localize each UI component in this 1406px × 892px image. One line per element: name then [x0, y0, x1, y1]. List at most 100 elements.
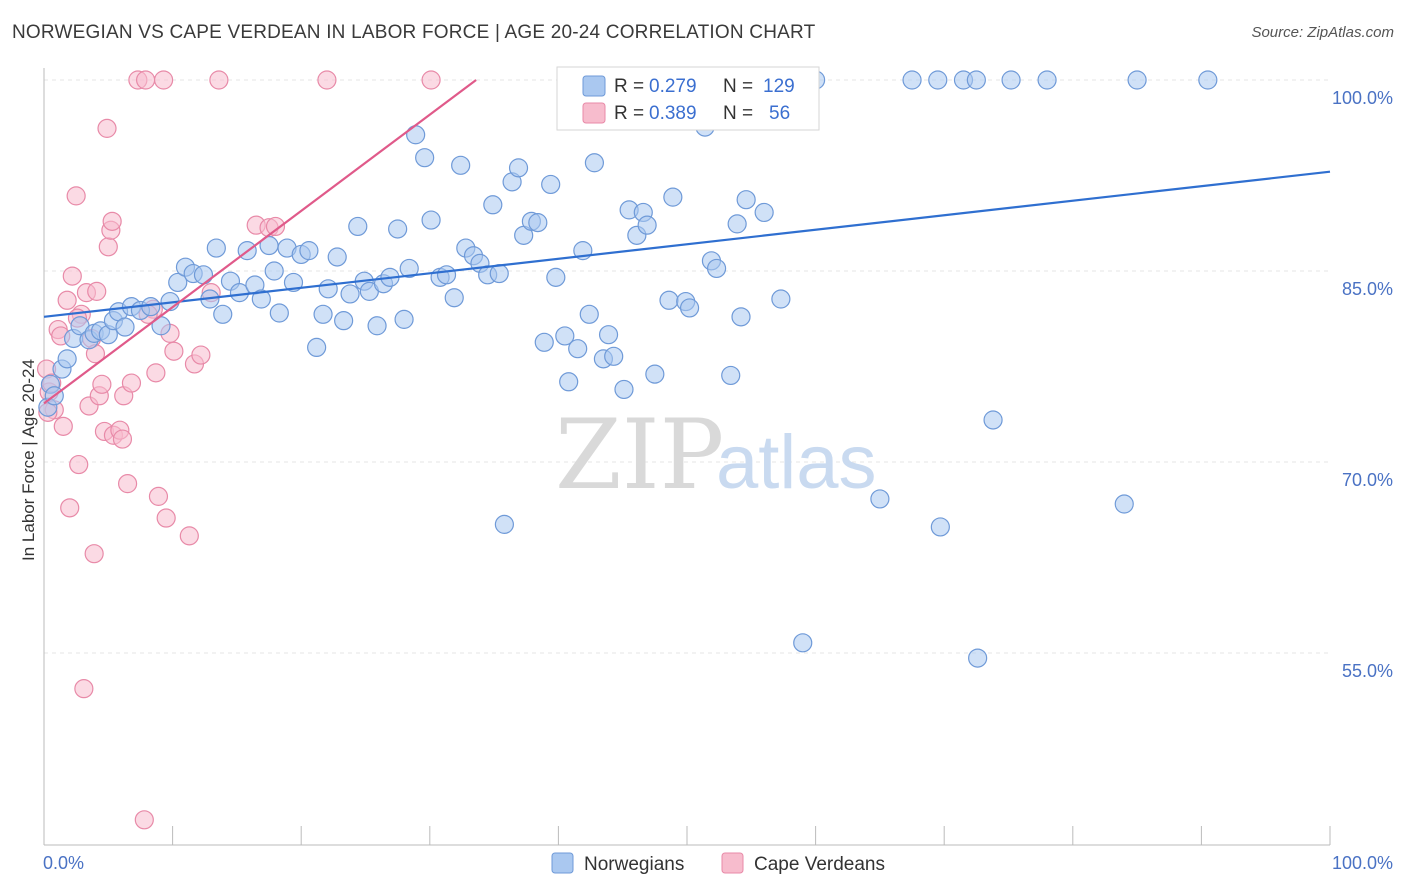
data-point: [637, 215, 657, 235]
data-point: [508, 158, 529, 178]
data-point: [269, 303, 289, 323]
chart-title: NORWEGIAN VS CAPE VERDEAN IN LABOR FORCE…: [12, 22, 816, 43]
data-point: [1001, 70, 1021, 90]
data-point: [193, 265, 214, 285]
legend-swatch-blue: [582, 75, 606, 97]
data-point: [206, 238, 226, 258]
data-point: [555, 326, 575, 346]
data-point: [406, 125, 426, 145]
y-tick-label-70: 70.0%: [1342, 470, 1393, 490]
y-tick-label-55: 55.0%: [1342, 661, 1393, 681]
data-point: [148, 486, 169, 506]
legend-n-value-blue: 129: [763, 76, 795, 97]
legend-r-value-pink: 0.389: [649, 103, 697, 124]
data-point: [327, 247, 347, 267]
data-point: [679, 298, 700, 318]
data-point: [598, 325, 619, 345]
data-point: [528, 213, 548, 233]
data-point: [399, 258, 419, 279]
data-point: [229, 283, 250, 303]
data-point: [721, 365, 741, 386]
data-point: [736, 190, 756, 210]
source-credit: Source: ZipAtlas.com: [1251, 24, 1394, 41]
data-point: [793, 633, 813, 653]
data-point: [69, 454, 89, 475]
trend-line-norwegians: [43, 170, 1331, 318]
data-point: [444, 288, 464, 308]
data-point: [731, 307, 751, 327]
x-tick-label-max: 100.0%: [1332, 853, 1393, 873]
data-point: [117, 474, 138, 494]
series-norwegians: [38, 70, 1218, 668]
series-cape-verdeans: [36, 70, 441, 830]
trend-line-cape-verdeans: [43, 79, 477, 405]
data-point: [115, 317, 135, 337]
series-legend: Norwegians Cape Verdeans: [551, 852, 885, 875]
data-point: [1198, 70, 1218, 90]
data-point: [318, 279, 338, 299]
data-point: [568, 339, 588, 359]
watermark-zip: ZIP: [555, 399, 724, 511]
y-axis-label: In Labor Force | Age 20-24: [19, 359, 38, 561]
data-point: [213, 304, 233, 324]
data-point: [53, 416, 73, 436]
data-point: [57, 349, 77, 369]
data-point: [134, 810, 154, 830]
data-point: [388, 219, 408, 239]
data-point: [317, 70, 337, 90]
legend-swatch-pink: [582, 102, 606, 124]
data-point: [265, 216, 286, 237]
data-point: [968, 648, 988, 668]
data-point: [415, 148, 435, 168]
data-point: [191, 345, 211, 365]
trend-lines: [43, 79, 1331, 405]
data-point: [1127, 70, 1147, 90]
data-point: [966, 70, 986, 90]
data-point: [1037, 70, 1057, 90]
data-point: [121, 373, 142, 393]
data-point: [659, 290, 679, 310]
data-point: [92, 374, 112, 394]
data-point: [421, 70, 441, 90]
legend-r-label-pink: R =: [614, 103, 644, 124]
series-legend-swatch-cape-verdeans: [721, 852, 744, 874]
data-point: [168, 272, 188, 293]
data-point: [283, 272, 304, 293]
data-point: [264, 261, 284, 281]
data-point: [930, 517, 950, 537]
data-point: [645, 364, 665, 384]
watermark-atlas: atlas: [716, 420, 877, 505]
data-point: [135, 70, 156, 90]
data-point: [313, 304, 333, 324]
legend-n-label-pink: N =: [723, 103, 753, 124]
data-point: [436, 265, 457, 285]
data-point: [66, 186, 86, 206]
data-point: [1114, 494, 1134, 514]
data-point: [614, 379, 634, 400]
data-point: [340, 284, 360, 304]
legend-n-value-pink: 56: [769, 103, 790, 124]
data-point: [251, 289, 271, 309]
data-point: [156, 508, 176, 528]
data-point: [112, 429, 133, 449]
data-point: [902, 70, 922, 90]
axes: [43, 68, 1331, 846]
data-point: [348, 216, 368, 237]
data-point: [153, 70, 174, 90]
data-point: [534, 332, 554, 352]
correlation-legend: R = 0.279 N = 129 R = 0.389 N = 56: [556, 66, 820, 131]
gridlines: [44, 79, 1330, 654]
data-point: [604, 346, 624, 366]
data-point: [771, 289, 791, 309]
data-point: [164, 341, 184, 361]
data-point: [928, 70, 948, 90]
series-legend-label-norwegians: Norwegians: [584, 854, 684, 875]
data-point: [62, 266, 82, 286]
series-legend-swatch-norwegians: [551, 852, 574, 874]
data-point: [57, 290, 77, 310]
data-point: [584, 153, 605, 173]
legend-n-label-blue: N =: [723, 76, 753, 97]
legend-r-value-blue: 0.279: [649, 76, 697, 97]
data-point: [146, 363, 166, 383]
